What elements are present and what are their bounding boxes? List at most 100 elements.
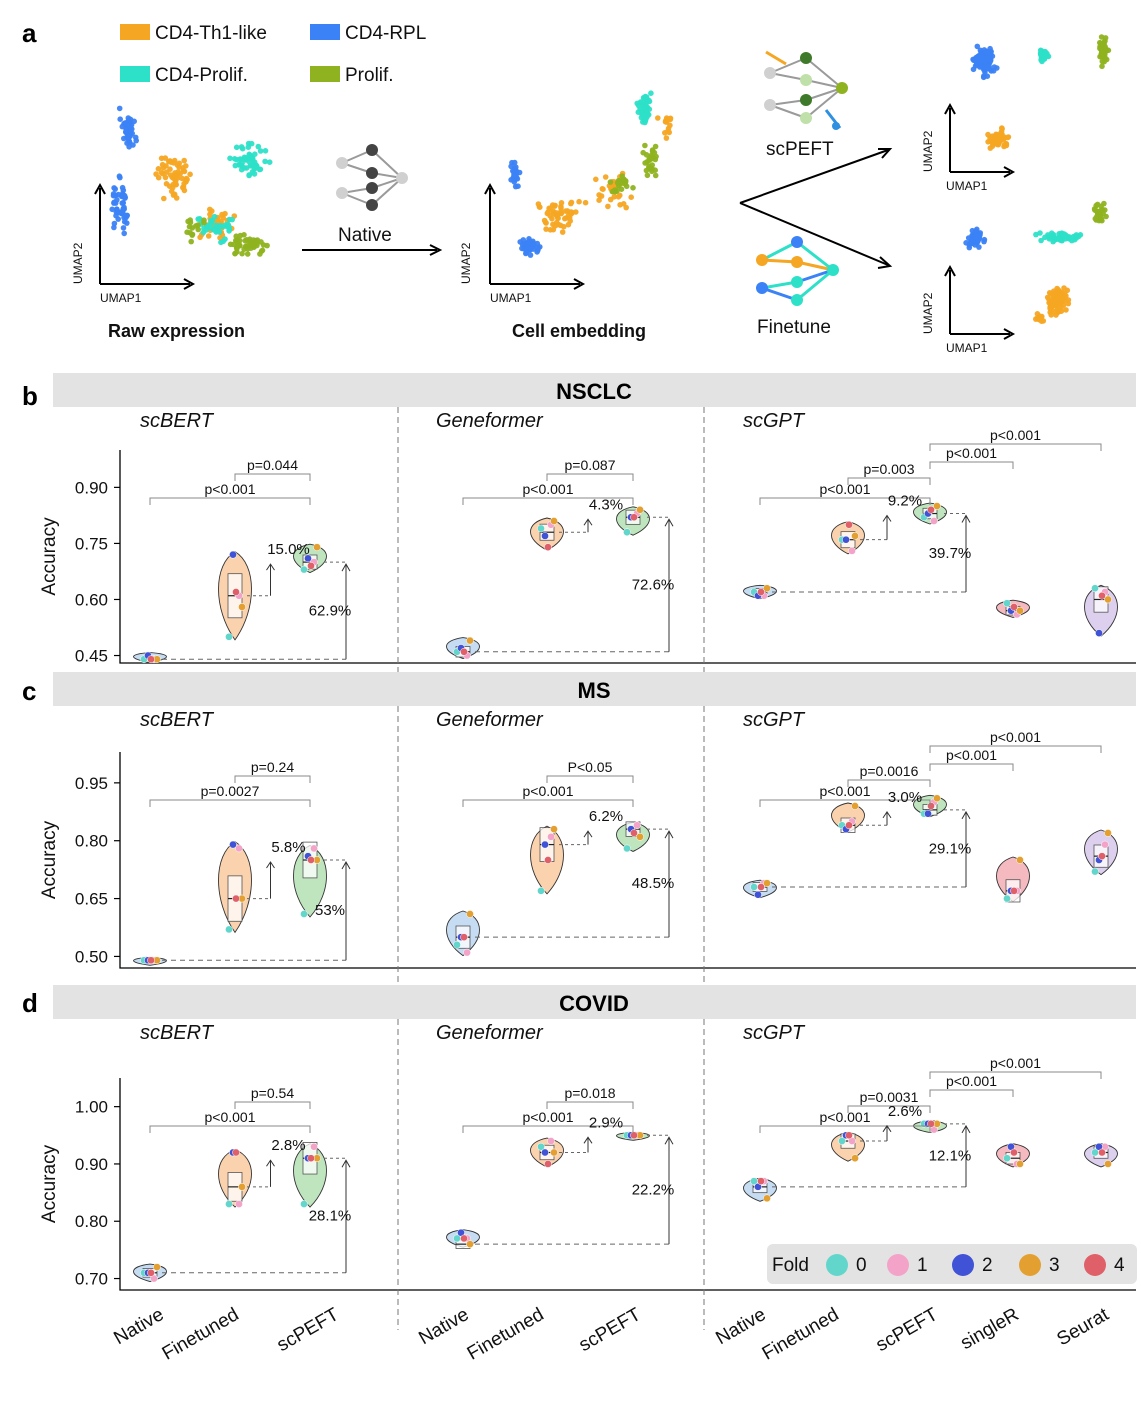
fold-point-0	[300, 1200, 308, 1208]
cell-point	[987, 145, 994, 151]
cell-point	[172, 177, 178, 183]
gain-arrow	[583, 830, 593, 845]
cell-point	[649, 168, 655, 175]
cell-point	[1045, 232, 1051, 238]
fold-point-4	[460, 647, 468, 656]
cell-point	[985, 131, 991, 138]
p-value-label: p<0.001	[990, 427, 1041, 443]
fold-point-4	[927, 802, 935, 810]
cell-point	[523, 249, 530, 256]
fold-point-4	[460, 1234, 468, 1243]
fold-point-0	[1003, 599, 1011, 608]
umap-finetune-y-label: UMAP2	[921, 292, 935, 334]
fold-point-4	[232, 894, 240, 903]
cell-point	[558, 208, 564, 215]
legend-swatch-cd4-rpl	[310, 24, 340, 40]
fold-point-2	[541, 1148, 549, 1157]
cell-point	[111, 199, 117, 206]
cell-point	[179, 175, 185, 182]
cell-point	[238, 144, 245, 150]
panel-letter-c: c	[22, 676, 36, 706]
fold-point-4	[1098, 591, 1106, 600]
y-tick-label: 0.65	[75, 890, 108, 909]
cell-point	[111, 220, 118, 227]
x-category-label: Native	[712, 1304, 769, 1349]
p-value-label: p=0.24	[251, 759, 294, 775]
p-value-label: p=0.0016	[860, 763, 919, 779]
legend-label-cd4-prolif: CD4-Prolif.	[155, 65, 248, 86]
fold-point-4	[1098, 1148, 1106, 1157]
fold-point-4	[757, 588, 765, 596]
panel-c: c MS 0.50 0.65 0.80 0.95 Accuracy scBERT p=0.002…	[22, 672, 1136, 986]
p-value-label: p=0.0027	[201, 783, 260, 799]
cell-point	[664, 128, 671, 135]
cell-point	[987, 45, 993, 52]
cell-point	[1092, 215, 1099, 222]
branch-arrows	[739, 148, 893, 269]
cell-point	[237, 156, 243, 163]
fold-point-4	[1010, 887, 1018, 895]
comparison-bracket	[929, 763, 1014, 771]
cell-point	[527, 252, 534, 258]
comparison-bracket	[759, 497, 931, 505]
fold-point-4	[147, 655, 155, 664]
fold-point-0	[750, 883, 758, 891]
cell-point	[619, 173, 625, 179]
cell-point	[232, 162, 239, 169]
cell-point	[568, 199, 575, 206]
cell-point	[1001, 142, 1008, 148]
cell-point	[248, 245, 254, 251]
fold-point-3	[763, 584, 771, 593]
cell-point	[184, 229, 190, 235]
cell-point	[116, 173, 123, 179]
comparison-bracket	[149, 497, 311, 505]
panel-d: d COVID 0.70 0.80 0.90 1.00 Accuracy scBERT p<0.…	[22, 985, 1136, 1330]
fold-point-1	[930, 517, 938, 525]
fold-point-0	[225, 632, 233, 641]
gain-label-finetuned: 15.0%	[267, 541, 310, 558]
cell-point	[115, 216, 121, 222]
cell-point	[1038, 237, 1044, 244]
cell-point	[220, 238, 226, 245]
cell-point	[252, 239, 258, 246]
cell-point	[234, 245, 240, 252]
umap-raw-expression	[109, 105, 273, 257]
cell-point	[1075, 233, 1082, 240]
fold-point-4	[544, 543, 552, 552]
cell-point	[1098, 53, 1105, 59]
cell-point	[220, 223, 226, 230]
fold-point-3	[153, 1263, 161, 1271]
cell-point	[153, 171, 159, 177]
cell-point	[200, 229, 207, 236]
cell-point	[227, 155, 233, 162]
cell-point	[234, 236, 241, 243]
cell-point	[628, 194, 634, 200]
legend-label-prolif: Prolif.	[345, 65, 394, 86]
fold-swatch-1	[887, 1254, 909, 1276]
cell-point	[1059, 289, 1065, 296]
comparison-bracket	[462, 1125, 634, 1133]
gain-label-native: 28.1%	[309, 1208, 352, 1225]
model-group-scbert: scBERT p<0.001 p=0.044 15.0% 62.9%	[133, 410, 351, 664]
model-group-scgpt: scGPT p<0.001 p=0.0031 p<0.001 p<0.001 2.6% 12…	[743, 1022, 1118, 1203]
p-value-label: p=0.54	[251, 1085, 294, 1101]
p-value-label: p=0.087	[565, 457, 616, 473]
cell-point	[975, 56, 982, 63]
fold-point-3	[466, 1240, 474, 1249]
p-value-label: p<0.001	[946, 747, 997, 763]
cell-point	[257, 148, 264, 154]
gain-label-finetuned: 9.2%	[888, 493, 922, 510]
native-arrow	[302, 244, 443, 256]
fold-point-3	[466, 636, 474, 645]
cell-point	[170, 181, 177, 188]
cell-point	[241, 246, 247, 252]
fold-point-2	[541, 840, 549, 849]
cell-point	[133, 137, 139, 144]
cell-point	[1065, 300, 1072, 307]
violin-scpeft	[616, 821, 650, 852]
fold-point-4	[544, 856, 552, 864]
gain-label-finetuned: 5.8%	[271, 839, 305, 856]
gain-label-native: 29.1%	[929, 840, 972, 857]
cell-point	[974, 43, 981, 50]
cell-point	[121, 230, 127, 237]
